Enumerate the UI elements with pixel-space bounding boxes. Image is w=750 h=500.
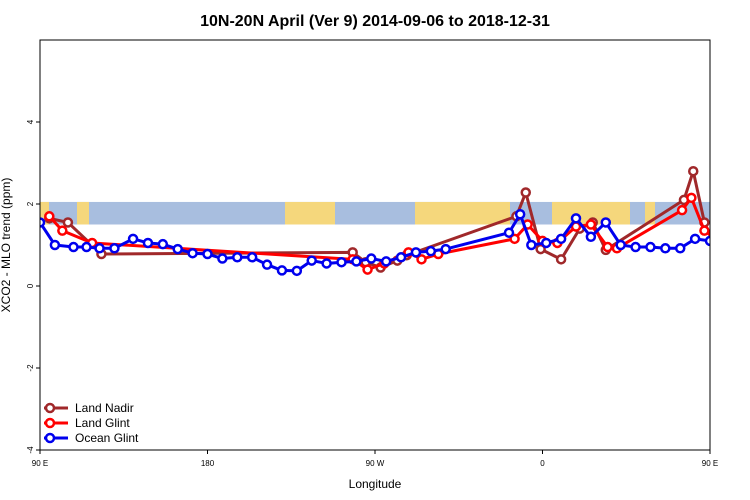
land-mask-band <box>40 201 710 225</box>
data-point <box>585 219 597 230</box>
y-tick-label: 0 <box>26 283 35 288</box>
x-tick-label: 180 <box>201 459 215 468</box>
data-point <box>276 265 288 276</box>
data-point <box>602 241 613 253</box>
data-point <box>736 241 744 249</box>
data-point <box>503 227 515 238</box>
data-point <box>57 225 68 236</box>
data-point <box>676 204 688 216</box>
data-point <box>699 225 710 236</box>
data-point <box>674 243 686 254</box>
data-point <box>514 209 526 220</box>
legend-entry: Land Nadir <box>75 401 134 415</box>
land-patch <box>40 201 49 225</box>
data-point <box>570 213 582 224</box>
x-tick-label: 90 W <box>366 459 385 468</box>
data-point <box>142 237 154 249</box>
legend-swatch-marker <box>44 432 56 444</box>
y-tick-label: -4 <box>26 446 35 454</box>
data-point <box>585 231 597 243</box>
x-axis-label: Longitude <box>349 477 402 491</box>
data-point <box>187 247 198 259</box>
data-point <box>336 256 347 268</box>
data-point <box>526 239 537 251</box>
plot-frame <box>39 39 711 451</box>
data-point <box>721 239 729 247</box>
data-point <box>321 258 332 269</box>
data-point <box>395 252 407 263</box>
data-point <box>40 217 46 228</box>
data-point <box>660 243 671 254</box>
data-point <box>261 259 273 270</box>
data-point <box>615 239 626 251</box>
land-patch <box>77 201 89 225</box>
data-point <box>351 256 362 267</box>
data-point <box>600 217 612 228</box>
series-line <box>40 212 710 273</box>
x-tick-label: 90 E <box>702 459 718 468</box>
x-tick-label: 90 E <box>32 459 48 468</box>
data-point <box>62 217 74 228</box>
data-point <box>109 243 120 254</box>
data-point <box>509 233 520 245</box>
data-point <box>362 264 373 275</box>
data-point <box>704 235 710 247</box>
chart-title: 10N-20N April (Ver 9) 2014-09-06 to 2018… <box>200 13 550 30</box>
data-point <box>717 239 725 247</box>
data-point <box>686 192 697 204</box>
y-tick-label: -2 <box>26 364 35 372</box>
data-point <box>157 238 169 250</box>
series-layer <box>40 165 744 277</box>
data-point <box>555 254 567 265</box>
data-point <box>540 237 552 249</box>
data-point <box>44 211 55 222</box>
data-point <box>68 241 79 253</box>
data-point <box>49 239 61 251</box>
data-point <box>217 253 228 264</box>
legend-swatch-marker <box>44 402 56 414</box>
data-point <box>366 253 377 264</box>
axes-layer: 90 E 180 90 W 0 90 E -4 -2 0 2 4 <box>26 119 718 468</box>
data-point <box>520 187 531 198</box>
data-point <box>246 252 258 263</box>
y-axis-label: XCO2 - MLO trend (ppm) <box>0 178 13 313</box>
data-point <box>689 233 701 245</box>
data-point <box>291 265 303 277</box>
data-point <box>380 256 392 267</box>
data-point <box>645 241 656 253</box>
legend-swatch-marker <box>44 417 56 429</box>
data-point <box>416 254 427 265</box>
data-point <box>172 243 183 255</box>
data-point <box>202 248 213 260</box>
data-point <box>127 233 139 245</box>
data-point <box>232 252 243 263</box>
data-point <box>630 241 641 253</box>
land-patch <box>645 201 655 225</box>
data-point <box>81 241 92 253</box>
data-point <box>555 233 567 245</box>
legend-entry: Ocean Glint <box>75 431 139 445</box>
data-point <box>440 243 451 255</box>
land-patch <box>415 201 510 225</box>
data-point <box>410 247 422 258</box>
land-patch <box>285 201 335 225</box>
x-tick-label: 0 <box>540 459 545 468</box>
data-point <box>94 243 105 254</box>
legend-entry: Land Glint <box>75 416 130 430</box>
y-tick-label: 4 <box>26 119 35 124</box>
data-point <box>688 165 699 177</box>
ocean-band <box>40 201 710 225</box>
data-point <box>306 255 317 266</box>
data-point <box>713 249 721 257</box>
y-tick-label: 2 <box>26 201 35 206</box>
data-point <box>425 245 437 257</box>
